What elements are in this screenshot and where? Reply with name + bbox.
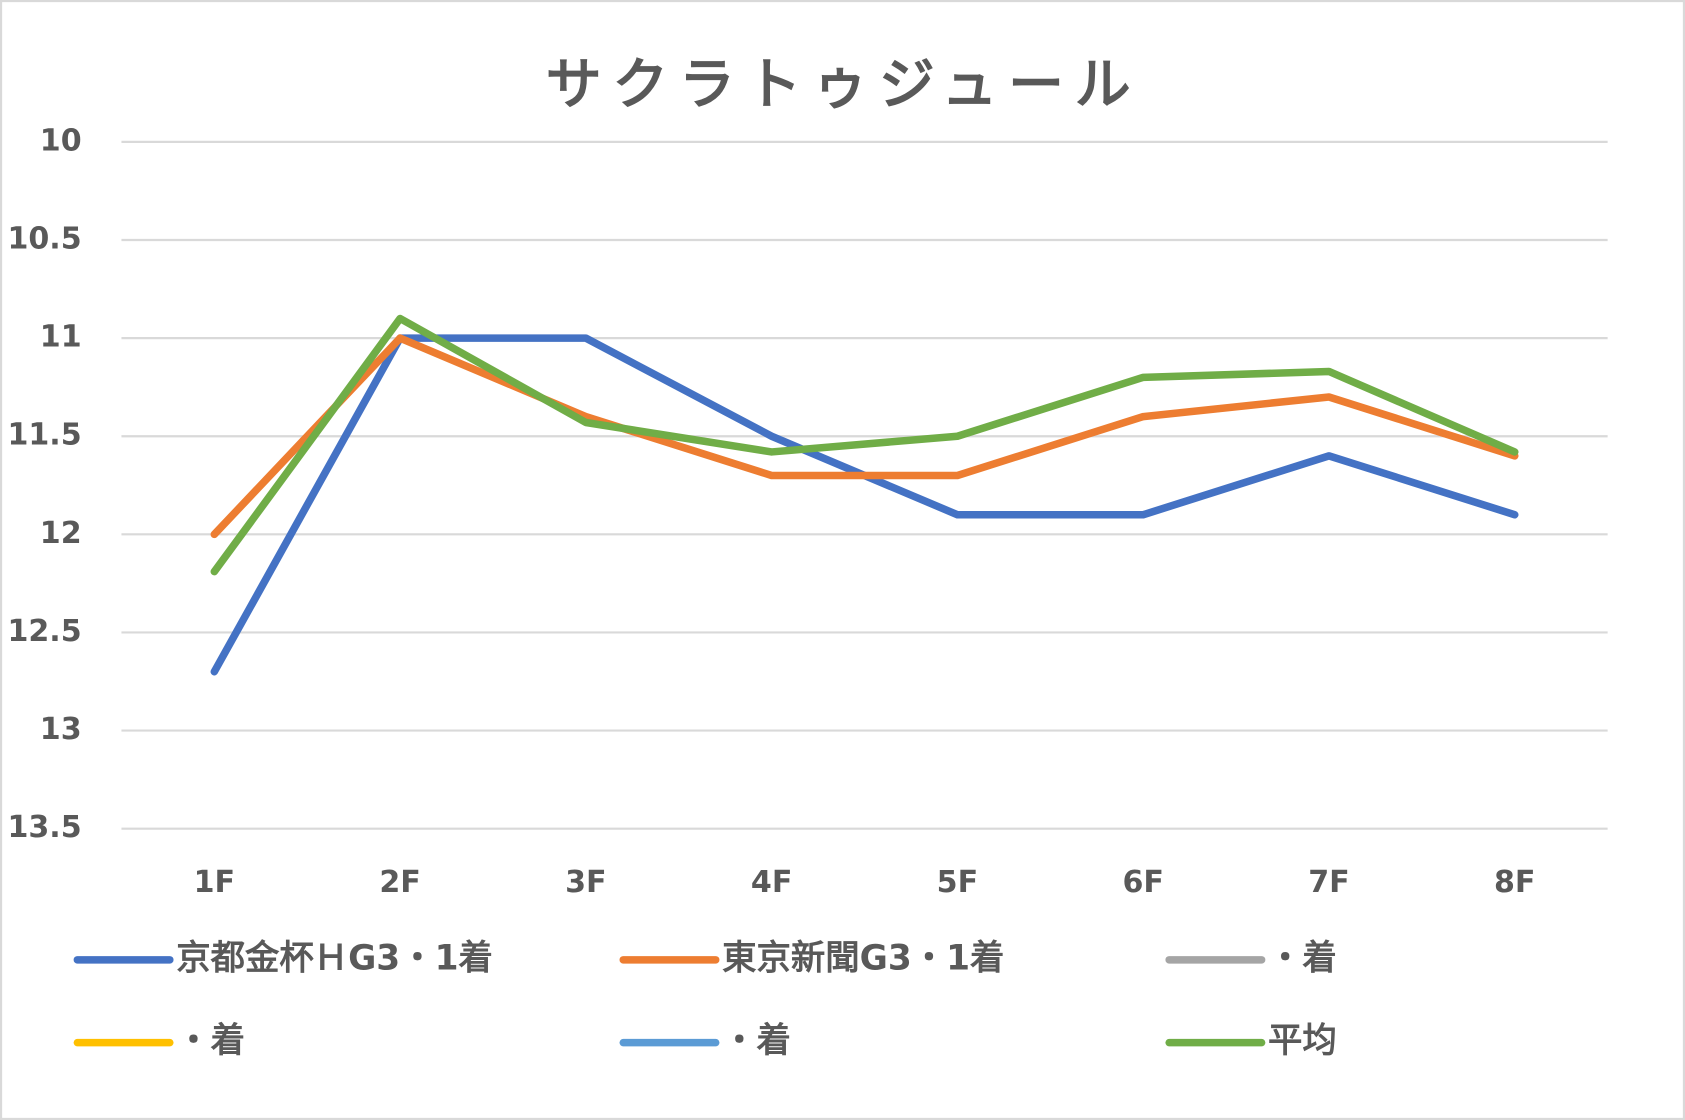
x-tick-label: 7F [1308,865,1349,900]
x-tick-label: 2F [379,865,420,900]
y-tick-label: 13.5 [7,810,81,845]
x-tick-label: 4F [751,865,792,900]
y-tick-label: 13 [40,712,82,747]
y-tick-label: 12.5 [7,614,81,649]
legend-label: ・着 [722,1021,791,1061]
series-line [210,314,1519,576]
y-tick-label: 11.5 [7,418,81,453]
x-tick-label: 3F [565,865,606,900]
y-tick-label: 10.5 [7,221,81,256]
x-tick-label: 6F [1122,865,1163,900]
legend-label: 京都金杯ＨG3・1着 [176,938,493,978]
x-tick-label: 5F [937,865,978,900]
legend-label: 平均 [1268,1021,1337,1061]
series-line [210,334,1519,539]
y-tick-label: 11 [40,320,82,355]
x-tick-label: 1F [194,865,235,900]
legend-label: 東京新聞G3・1着 [722,938,1004,978]
x-tick-label: 8F [1494,865,1535,900]
chart-title: サクラトゥジュール [546,52,1142,117]
legend-label: ・着 [176,1021,245,1061]
y-tick-label: 10 [40,123,82,158]
y-tick-label: 12 [40,516,82,551]
legend-label: ・着 [1268,938,1337,978]
